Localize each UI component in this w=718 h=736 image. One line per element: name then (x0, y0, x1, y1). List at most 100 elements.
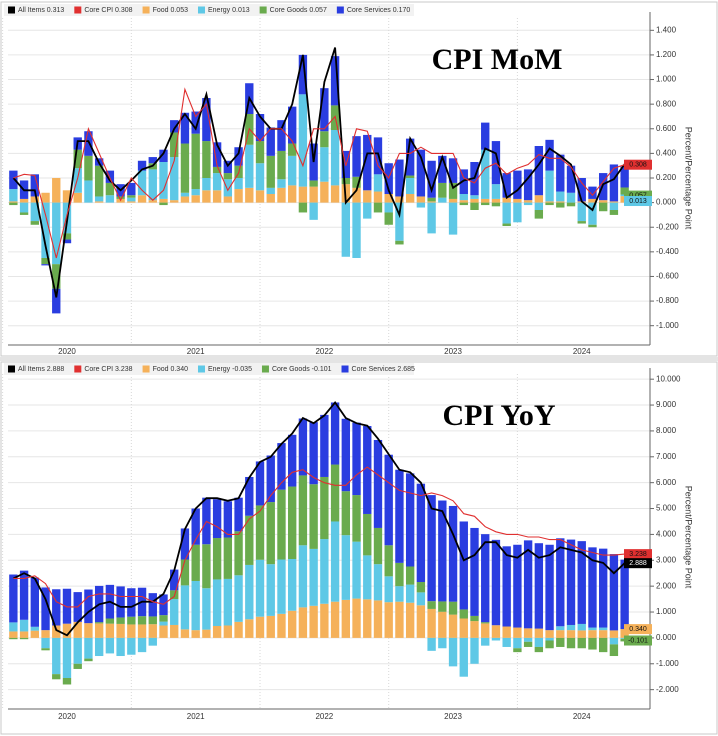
bar-segment (234, 178, 243, 190)
bar-segment (416, 592, 426, 606)
legend-swatch (259, 6, 267, 14)
bar-segment (513, 627, 522, 638)
bar-segment (427, 601, 436, 609)
bar-segment (545, 640, 554, 649)
x-tick-label: 2022 (315, 712, 333, 721)
bar-segment (330, 402, 340, 465)
bar-segment (180, 528, 190, 560)
bar-segment (255, 616, 265, 638)
bar-segment (481, 198, 490, 203)
y-tick-label: 0.000 (656, 633, 677, 642)
bar-segment (245, 619, 254, 638)
bar-segment (534, 195, 544, 203)
bar-segment (84, 637, 93, 659)
bar-segment (159, 621, 168, 626)
bar-segment (459, 202, 468, 206)
bar-segment (212, 538, 222, 580)
bar-segment (19, 637, 29, 640)
bar-segment (298, 545, 308, 608)
bar-segment (352, 541, 361, 599)
bar-segment (395, 202, 404, 241)
bar-segment (609, 210, 619, 215)
bar-segment (52, 637, 61, 675)
bar-segment (481, 623, 490, 638)
bar-segment (373, 174, 383, 192)
bar-segment (363, 513, 372, 556)
bar-segment (223, 537, 233, 579)
bar-segment (298, 94, 308, 187)
bar-segment (9, 201, 18, 203)
bar-segment (523, 641, 533, 647)
bar-segment (148, 200, 157, 203)
bar-segment (588, 224, 597, 228)
x-tick-label: 2024 (573, 347, 591, 356)
bar-segment (320, 539, 329, 604)
bar-segment (491, 184, 501, 199)
y-tick-label: 1.000 (656, 75, 677, 84)
bar-segment (223, 196, 233, 203)
bar-segment (513, 544, 522, 628)
bar-segment (234, 575, 243, 622)
y-tick-label: 2.000 (656, 581, 677, 590)
bar-segment (448, 505, 458, 602)
bar-segment (395, 469, 404, 563)
bar-segment (52, 202, 61, 265)
bar-segment (599, 637, 608, 653)
bar-segment (170, 120, 179, 133)
bar-segment (438, 611, 447, 638)
bar-segment (566, 202, 576, 207)
bar-segment (116, 617, 125, 624)
bar-segment (566, 624, 576, 631)
line-series (13, 87, 625, 259)
bar-segment (266, 564, 275, 616)
bar-segment (41, 264, 50, 266)
bar-segment (384, 202, 393, 213)
bar-segment (19, 202, 29, 213)
bar-segment (566, 630, 576, 638)
end-label: -0.101 (628, 637, 648, 644)
bar-segment (545, 637, 554, 641)
bar-segment (277, 489, 286, 560)
bar-segment (288, 155, 297, 186)
bar-segment (94, 622, 104, 624)
bar-segment (41, 192, 50, 203)
bar-segment (448, 614, 458, 638)
bar-segment (298, 475, 308, 546)
bar-segment (459, 169, 468, 194)
bar-segment (384, 602, 393, 638)
bar-segment (513, 202, 522, 223)
bar-segment (191, 189, 200, 196)
legend-swatch (8, 6, 15, 14)
bar-segment (30, 626, 39, 631)
bar-segment (438, 155, 447, 183)
bar-segment (94, 637, 104, 657)
y-tick-label: 1.200 (656, 50, 677, 59)
bar-segment (502, 197, 511, 203)
bar-segment (545, 202, 554, 206)
bar-segment (84, 623, 93, 638)
bar-segment (137, 637, 147, 653)
bar-segment (30, 221, 39, 225)
bar-segment (384, 454, 393, 546)
bar-segment (384, 576, 393, 603)
bar-segment (84, 131, 93, 156)
bar-segment (577, 637, 586, 649)
bar-segment (180, 192, 190, 197)
bar-segment (127, 201, 136, 203)
bar-segment (212, 166, 222, 174)
bar-segment (105, 637, 115, 654)
end-label: 0.057 (629, 192, 647, 199)
end-label-box (624, 159, 652, 170)
bar-segment (41, 587, 50, 631)
legend-label: Core Goods 0.057 (270, 7, 327, 14)
bar-segment (255, 505, 265, 560)
bar-segment (523, 637, 533, 642)
bar-segment (395, 562, 404, 587)
bar-segment (277, 179, 286, 188)
bar-segment (438, 197, 447, 203)
bar-segment (459, 194, 468, 201)
bar-segment (438, 601, 447, 612)
y-tick-label: 7.000 (656, 452, 677, 461)
chart-title: CPI YoY (442, 399, 555, 432)
